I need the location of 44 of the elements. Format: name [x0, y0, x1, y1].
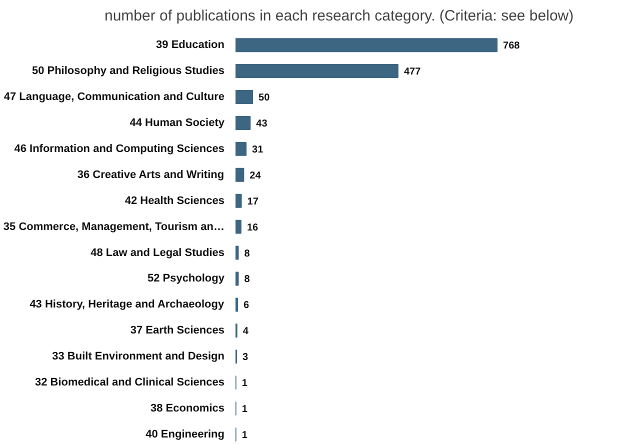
y-tick-label: 38 Economics — [150, 402, 225, 415]
bar — [236, 220, 242, 234]
data-label: 4 — [242, 326, 249, 338]
bar — [236, 272, 239, 286]
y-tick-label: 47 Language, Communication and Culture — [4, 91, 225, 104]
bar — [236, 64, 398, 78]
data-label: 50 — [258, 92, 270, 104]
y-tick-label: 48 Law and Legal Studies — [90, 246, 225, 259]
y-tick-label: 33 Built Environment and Design — [52, 350, 225, 363]
bar — [236, 38, 498, 52]
y-tick-label: 42 Health Sciences — [124, 194, 225, 207]
bar — [236, 142, 247, 156]
data-label: 43 — [256, 118, 268, 130]
data-label: 8 — [244, 248, 250, 260]
data-label: 477 — [404, 66, 422, 78]
data-label: 24 — [250, 170, 262, 182]
y-tick-label: 40 Engineering — [146, 428, 225, 441]
y-tick-label: 39 Education — [156, 39, 225, 52]
bar — [236, 298, 238, 312]
bar — [236, 116, 251, 130]
data-label: 1 — [242, 430, 248, 442]
data-label: 6 — [244, 300, 250, 312]
data-label: 16 — [246, 222, 259, 234]
data-label: 768 — [503, 40, 520, 52]
data-label: 1 — [242, 404, 248, 416]
y-tick-label: 43 History, Heritage and Archaeology — [30, 298, 225, 311]
y-tick-label: 50 Philosophy and Religious Studies — [32, 65, 225, 78]
bar — [236, 90, 254, 104]
y-tick-label: 44 Human Society — [130, 116, 226, 129]
bar — [236, 168, 244, 182]
y-tick-label: 36 Creative Arts and Writing — [77, 168, 224, 181]
y-tick-label: 52 Psychology — [147, 272, 226, 285]
y-tick-label: 46 Information and Computing Sciences — [14, 142, 225, 155]
chart-title: number of publications in each research category. (Criteria: see below) — [104, 8, 574, 24]
y-tick-label: 37 Earth Sciences — [130, 324, 225, 337]
y-tick-label: 35 Commerce, Management, Tourism an… — [3, 220, 225, 233]
data-label: 3 — [242, 352, 249, 364]
data-label: 8 — [244, 274, 250, 286]
bar — [236, 246, 239, 260]
bar — [236, 194, 242, 208]
data-label: 17 — [247, 196, 259, 208]
data-label: 31 — [252, 144, 264, 156]
y-tick-label: 32 Biomedical and Clinical Sciences — [34, 376, 225, 389]
data-label: 1 — [242, 378, 248, 390]
